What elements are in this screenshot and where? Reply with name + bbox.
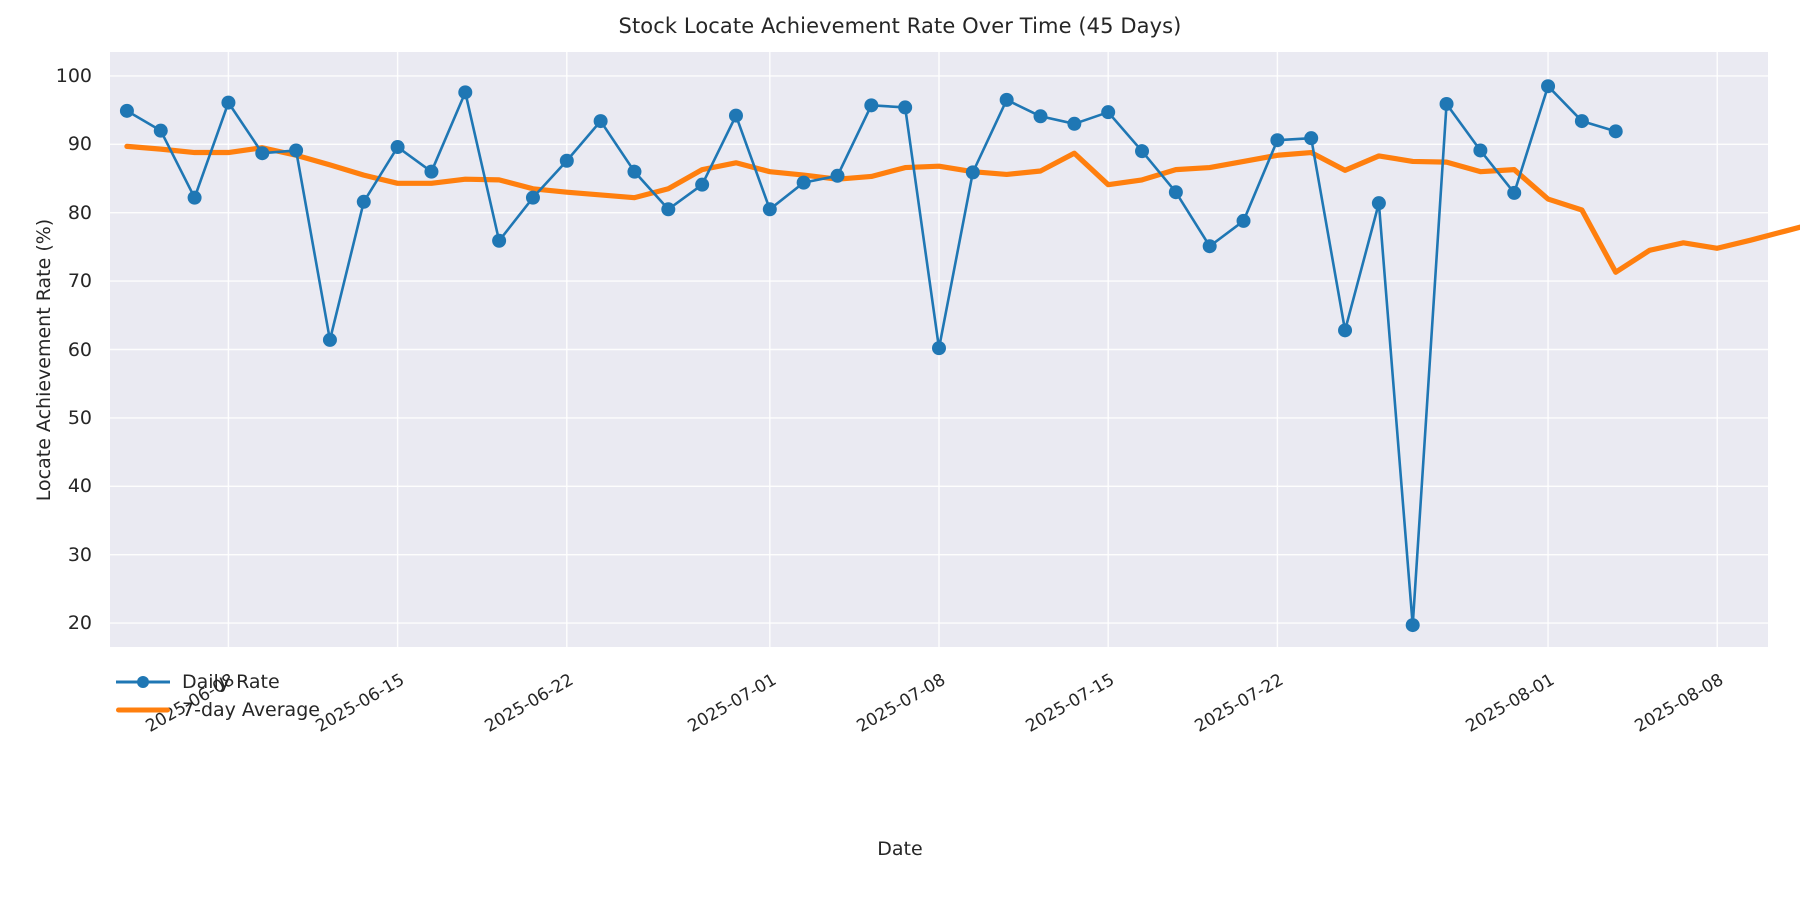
data-point-daily-rate: [965, 165, 980, 180]
y-axis-tick-label: 20: [67, 612, 92, 635]
y-axis-tick-label: 80: [67, 201, 92, 224]
y-axis-tick-label: 70: [67, 270, 92, 293]
y-axis-tick-label: 90: [67, 133, 92, 156]
x-axis-tick-label: 2025-06-22: [481, 670, 577, 737]
chart-legend: Daily Rate 7-day Average: [106, 662, 330, 732]
data-point-daily-rate: [695, 177, 710, 192]
data-point-daily-rate: [1439, 96, 1454, 111]
data-point-daily-rate: [492, 233, 507, 248]
data-point-daily-rate: [119, 103, 134, 118]
data-point-daily-rate: [458, 85, 473, 100]
data-point-daily-rate: [796, 175, 811, 190]
y-axis-tick-label: 50: [67, 406, 92, 429]
data-point-daily-rate: [1574, 114, 1589, 129]
plot-area: [110, 52, 1800, 647]
x-axis-label: Date: [877, 838, 923, 860]
data-point-daily-rate: [728, 108, 743, 123]
data-point-daily-rate: [390, 140, 405, 155]
data-point-daily-rate: [255, 146, 270, 161]
chart-title: Stock Locate Achievement Rate Over Time …: [618, 14, 1182, 38]
data-point-daily-rate: [1202, 239, 1217, 254]
data-point-daily-rate: [1608, 124, 1623, 139]
data-point-daily-rate: [1541, 79, 1556, 94]
data-point-daily-rate: [661, 202, 676, 217]
x-axis-tick-label: 2025-07-01: [684, 670, 780, 737]
data-point-daily-rate: [424, 164, 439, 179]
data-point-daily-rate: [1371, 196, 1386, 211]
series-line-7day-average: [124, 143, 1800, 275]
data-point-daily-rate: [864, 98, 879, 113]
data-point-daily-rate: [762, 202, 777, 217]
data-point-daily-rate: [932, 341, 946, 356]
data-point-daily-rate: [153, 123, 168, 138]
legend-label-daily-rate: Daily Rate: [182, 671, 280, 693]
data-point-daily-rate: [1067, 116, 1082, 131]
legend-item-7day-average[interactable]: 7-day Average: [116, 696, 320, 724]
data-point-daily-rate: [1338, 323, 1353, 338]
x-axis-tick-label: 2025-08-01: [1462, 670, 1559, 737]
data-point-daily-rate: [1033, 109, 1048, 124]
series-line-daily-rate: [125, 84, 1618, 627]
data-point-daily-rate: [356, 194, 371, 209]
data-point-daily-rate: [1168, 185, 1183, 200]
data-point-daily-rate: [593, 114, 608, 129]
y-axis-tick-label: 40: [67, 475, 92, 498]
data-point-daily-rate: [830, 168, 845, 183]
data-point-daily-rate: [1473, 143, 1488, 158]
legend-item-daily-rate[interactable]: Daily Rate: [116, 668, 320, 696]
x-axis-tick-label: 2025-07-15: [1022, 670, 1119, 737]
data-point-daily-rate: [1270, 133, 1285, 148]
x-axis-tick-label: 2025-07-22: [1191, 670, 1288, 737]
data-point-daily-rate: [1135, 144, 1150, 159]
data-point-daily-rate: [525, 190, 540, 205]
data-point-daily-rate: [559, 153, 574, 168]
data-point-daily-rate: [289, 143, 304, 158]
data-point-daily-rate: [1236, 213, 1251, 228]
data-point-daily-rate: [999, 92, 1014, 107]
x-axis-tick-label: 2025-07-08: [853, 670, 949, 737]
y-axis-tick-label: 30: [67, 543, 92, 566]
x-axis-tick-label: 2025-08-08: [1631, 670, 1728, 737]
data-point-daily-rate: [898, 100, 913, 115]
data-point-daily-rate: [627, 164, 642, 179]
data-point-daily-rate: [187, 190, 202, 205]
data-point-daily-rate: [1101, 105, 1116, 120]
y-axis-tick-label: 100: [55, 64, 92, 87]
data-point-daily-rate: [1304, 131, 1319, 146]
y-axis-tick-label: 60: [67, 338, 92, 361]
data-point-daily-rate: [1507, 185, 1522, 200]
legend-swatch-daily-rate: [116, 669, 170, 695]
data-point-daily-rate: [1405, 618, 1420, 633]
data-point-daily-rate: [322, 332, 337, 347]
legend-swatch-7day-average: [116, 697, 170, 723]
legend-label-7day-average: 7-day Average: [182, 699, 320, 721]
data-series-layer: [119, 79, 1800, 633]
data-point-daily-rate: [221, 95, 236, 110]
